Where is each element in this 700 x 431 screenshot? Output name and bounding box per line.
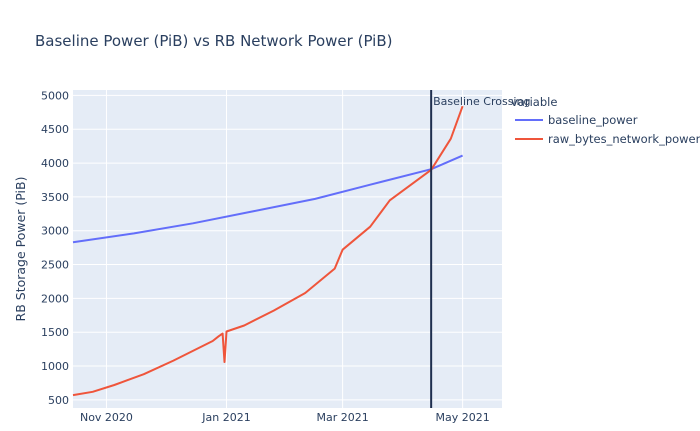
legend-item-raw-bytes-network-power[interactable]: raw_bytes_network_power — [515, 132, 700, 146]
y-tick-label: 4500 — [41, 123, 69, 136]
legend-label: baseline_power — [548, 113, 638, 127]
x-tick-label: Nov 2020 — [80, 411, 133, 424]
baseline-crossing-label: Baseline Crossing — [433, 95, 530, 108]
x-tick-labels: Nov 2020 Jan 2021 Mar 2021 May 2021 — [80, 411, 490, 424]
legend-label: raw_bytes_network_power — [548, 132, 700, 146]
y-tick-label: 2500 — [41, 259, 69, 272]
x-tick-label: Mar 2021 — [316, 411, 368, 424]
legend-title: variable — [511, 95, 557, 109]
y-tick-label: 5000 — [41, 89, 69, 102]
series-line-baseline-power[interactable] — [72, 154, 463, 244]
series-line-raw-bytes-network-power[interactable] — [72, 105, 464, 397]
y-tick-label: 3000 — [41, 225, 69, 238]
y-tick-labels: 500 1000 1500 2000 2500 3000 3500 4000 4500 5000 — [41, 89, 69, 406]
chart-title: Baseline Power (PiB) vs RB Network Power… — [35, 32, 392, 50]
y-tick-label: 1500 — [41, 326, 69, 339]
y-tick-label: 4000 — [41, 157, 69, 170]
y-tick-label: 3500 — [41, 191, 69, 204]
x-tick-label: Jan 2021 — [201, 411, 250, 424]
legend[interactable]: variable baseline_power raw_bytes_network… — [511, 95, 700, 146]
legend-item-baseline-power[interactable]: baseline_power — [515, 113, 638, 127]
plot-area — [73, 90, 502, 408]
x-tick-label: May 2021 — [436, 411, 490, 424]
y-tick-label: 1000 — [41, 360, 69, 373]
y-tick-label: 2000 — [41, 292, 69, 305]
y-tick-label: 500 — [48, 394, 69, 407]
series-lines — [72, 105, 464, 397]
y-axis-title: RB Storage Power (PiB) — [13, 177, 28, 322]
annotations: Baseline Crossing — [430, 90, 530, 408]
